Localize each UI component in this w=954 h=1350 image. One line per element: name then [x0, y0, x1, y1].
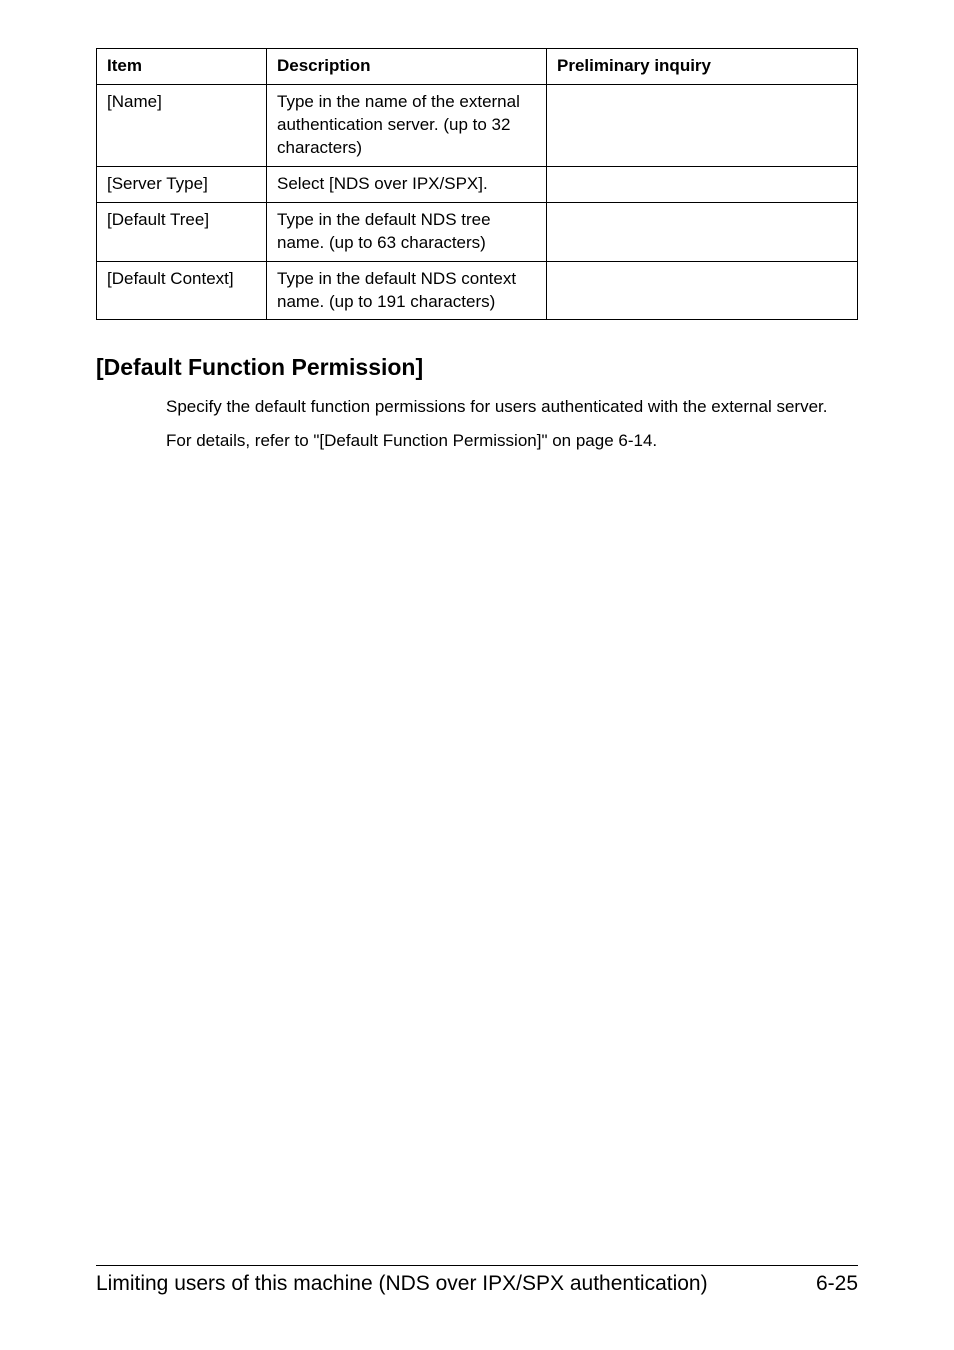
section-paragraph-2: For details, refer to "[Default Function…	[166, 429, 858, 453]
footer-page-number: 6-25	[816, 1272, 858, 1296]
cell-description: Type in the name of the external authent…	[267, 84, 547, 166]
cell-item: [Default Context]	[97, 261, 267, 320]
table-row: [Name] Type in the name of the external …	[97, 84, 858, 166]
cell-inquiry	[547, 166, 858, 202]
footer-title: Limiting users of this machine (NDS over…	[96, 1272, 708, 1296]
cell-description: Select [NDS over IPX/SPX].	[267, 166, 547, 202]
th-item: Item	[97, 49, 267, 85]
cell-inquiry	[547, 202, 858, 261]
cell-item: [Server Type]	[97, 166, 267, 202]
th-inquiry: Preliminary inquiry	[547, 49, 858, 85]
cell-inquiry	[547, 261, 858, 320]
table-row: [Default Context] Type in the default ND…	[97, 261, 858, 320]
table-row: [Server Type] Select [NDS over IPX/SPX].	[97, 166, 858, 202]
section-paragraph-1: Specify the default function permissions…	[166, 395, 858, 419]
section-heading: [Default Function Permission]	[96, 354, 858, 381]
cell-inquiry	[547, 84, 858, 166]
page-footer: Limiting users of this machine (NDS over…	[96, 1265, 858, 1296]
settings-table: Item Description Preliminary inquiry [Na…	[96, 48, 858, 320]
cell-item: [Name]	[97, 84, 267, 166]
table-row: [Default Tree] Type in the default NDS t…	[97, 202, 858, 261]
cell-description: Type in the default NDS tree name. (up t…	[267, 202, 547, 261]
th-description: Description	[267, 49, 547, 85]
cell-description: Type in the default NDS context name. (u…	[267, 261, 547, 320]
cell-item: [Default Tree]	[97, 202, 267, 261]
